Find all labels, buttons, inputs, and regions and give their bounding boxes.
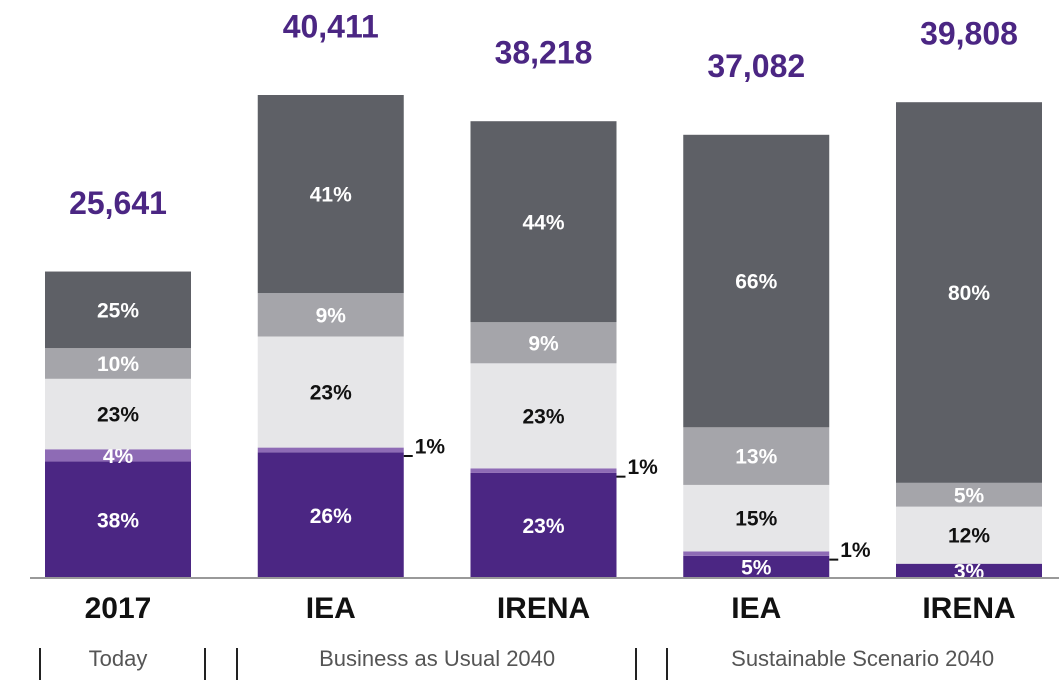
bar-segment [683,551,830,556]
bar-segment [896,506,1042,564]
bar-segment [683,427,830,485]
bar-segment [470,121,617,323]
bar-segment [896,563,1042,578]
bar-segment [470,472,617,578]
bar-segment [45,271,191,349]
data-label: 1% [840,539,871,562]
group-label: Business as Usual 2040 [319,646,555,671]
bar-segment [257,293,404,337]
total-label: 25,641 [69,185,167,221]
data-label: 1% [628,456,659,479]
data-label: 23% [522,405,564,428]
category-label: IEA [306,592,356,625]
data-label: 23% [97,404,139,427]
data-label: 23% [310,382,352,405]
data-label: 66% [735,271,777,294]
data-label: 3% [954,560,985,583]
bar-segment [257,336,404,448]
total-label: 38,218 [495,35,593,71]
category-label: IEA [731,592,781,625]
data-label: 1% [415,436,446,459]
total-label: 40,411 [283,8,379,44]
bar-segment [257,452,404,578]
bar-segment [683,484,830,552]
bar-segment [683,134,830,428]
bar-segment [257,447,404,453]
data-label: 41% [310,184,352,207]
data-label: 44% [522,211,564,234]
bar-segment [470,363,617,469]
data-label: 9% [316,304,347,327]
data-label: 80% [948,282,990,305]
data-label: 10% [97,353,139,376]
bar-segment [683,555,830,578]
group-separators [39,648,668,680]
data-label: 13% [735,446,777,469]
data-label: 23% [522,515,564,538]
data-label: 4% [103,445,134,468]
total-label: 39,808 [920,16,1018,52]
group-label: Sustainable Scenario 2040 [731,646,994,671]
group-label: Today [89,646,148,671]
category-label: IRENA [497,592,590,625]
bar-segment [45,348,191,379]
bar-segment [45,378,191,450]
bar-segment [45,449,191,462]
total-label: 37,082 [707,48,805,84]
category-label: IRENA [922,592,1015,625]
data-label: 25% [97,299,139,322]
data-label: 38% [97,509,139,532]
bar-segment [257,95,404,294]
data-label: 9% [528,332,559,355]
category-label: 2017 [85,592,152,625]
data-label: 5% [741,556,772,579]
data-label: 5% [954,484,985,507]
data-label: 15% [735,508,777,531]
bar-segment [896,102,1042,483]
data-label: 12% [948,525,990,548]
bar-segment [470,322,617,364]
data-label: 26% [310,505,352,528]
bar-segment [45,461,191,578]
bar-segment [470,468,617,473]
bar-segment [896,482,1042,507]
